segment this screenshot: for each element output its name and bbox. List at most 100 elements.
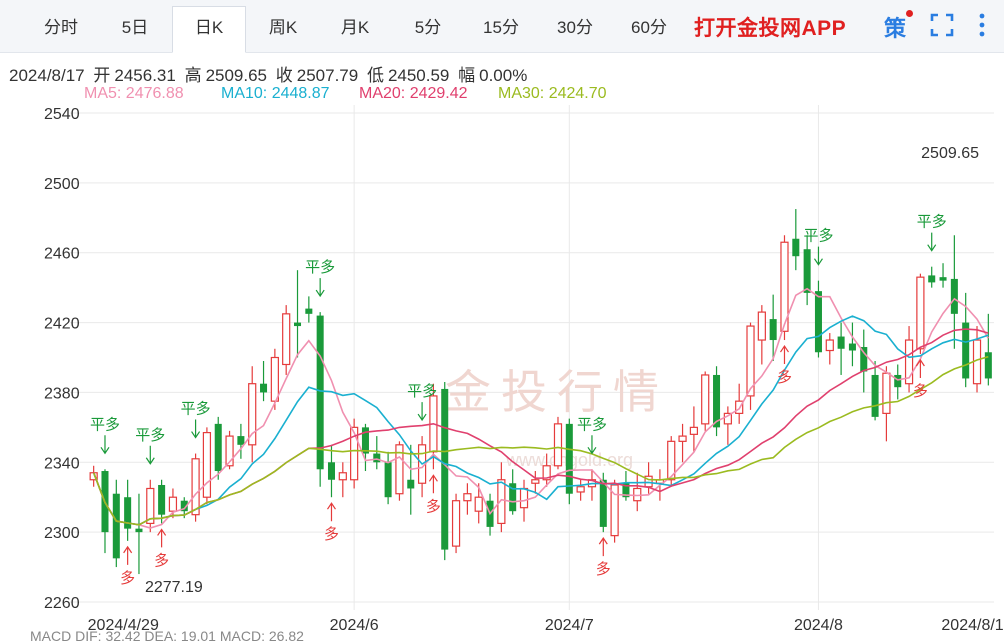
candle: [757, 305, 766, 365]
down-arrow-icon: [587, 435, 597, 455]
candle: [984, 313, 992, 386]
candle-body: [882, 372, 891, 414]
candle: [587, 469, 597, 501]
chart-grid: [70, 105, 994, 610]
candle: [904, 326, 914, 393]
candle-body: [407, 479, 415, 489]
candle-body: [497, 479, 506, 525]
candle: [916, 273, 925, 355]
candle-body: [599, 479, 607, 527]
candle: [135, 493, 143, 575]
candle-body: [180, 500, 188, 512]
ma5-legend: MA5: 2476.88: [84, 85, 184, 102]
down-arrow-icon: [145, 445, 155, 465]
candle: [610, 479, 619, 543]
candle-body: [565, 423, 573, 494]
candle-body: [780, 241, 789, 332]
high-price-marker: 2509.65: [921, 145, 979, 162]
candle: [701, 371, 710, 431]
y-tick-label: 2380: [44, 385, 80, 402]
open-app-link[interactable]: 打开金投网APP: [694, 17, 847, 40]
long-signal: 多: [120, 569, 135, 587]
close-value: 2507.79: [296, 66, 359, 85]
candle-body: [373, 453, 381, 463]
candle: [441, 381, 449, 561]
up-arrow-icon: [123, 545, 133, 565]
tab-monthly-k[interactable]: 月K: [340, 18, 370, 37]
candle-body: [474, 496, 483, 512]
strategy-icon[interactable]: 策: [884, 16, 907, 41]
more-icon[interactable]: [977, 12, 987, 38]
candle-body: [553, 423, 563, 467]
candle-body: [678, 435, 687, 442]
candle: [89, 465, 98, 487]
candle-body: [248, 383, 257, 446]
candle: [191, 453, 200, 522]
candle-body: [225, 435, 234, 467]
down-arrow-icon: [417, 402, 427, 422]
x-tick-label: 2024/4/29: [88, 617, 159, 634]
tab-30min[interactable]: 30分: [557, 18, 593, 37]
candle-body: [792, 238, 800, 257]
candle: [305, 296, 313, 323]
close-long-signal: 平多: [90, 415, 120, 433]
candle-body: [723, 412, 732, 425]
candle: [792, 209, 800, 271]
candle: [565, 418, 573, 505]
long-signal: 多: [777, 368, 792, 386]
tab-daily-k[interactable]: 日K: [172, 6, 246, 53]
candle: [542, 453, 551, 487]
candle-body: [928, 275, 936, 283]
candle-body: [237, 436, 245, 445]
candle: [202, 427, 212, 505]
candle-body: [837, 336, 845, 349]
low-label: 低: [366, 66, 384, 85]
y-tick-label: 2460: [44, 246, 80, 263]
candle: [497, 462, 506, 533]
candle: [248, 366, 257, 463]
candle-body: [531, 479, 540, 484]
close-long-signal: 平多: [803, 227, 833, 245]
candle: [825, 333, 834, 365]
ma5-line: [92, 287, 989, 529]
up-arrow-icon: [428, 474, 438, 494]
candle: [633, 472, 642, 512]
ohlc-date: 2024/8/17: [9, 66, 85, 85]
candle: [723, 406, 732, 445]
tab-60min[interactable]: 60分: [631, 18, 667, 37]
y-tick-label: 2300: [44, 525, 80, 542]
candle: [894, 364, 902, 400]
tab-weekly-k[interactable]: 周K: [268, 18, 298, 37]
tab-5min[interactable]: 5分: [414, 18, 442, 37]
candle-body: [338, 472, 347, 481]
candle: [939, 263, 947, 288]
y-axis: 2260 2300 2340 2380 2420 2460 2500 2540: [44, 106, 80, 612]
candle-body: [803, 249, 811, 293]
fullscreen-icon[interactable]: [930, 13, 954, 37]
candle: [282, 305, 291, 375]
candle: [338, 462, 347, 498]
candle-body: [894, 374, 902, 388]
change-value: 0.00%: [479, 66, 528, 85]
tab-15min[interactable]: 15分: [483, 18, 519, 37]
long-signal: 多: [324, 525, 339, 543]
candle-body: [463, 493, 472, 502]
candle: [146, 479, 155, 533]
candle-body: [542, 465, 551, 481]
candle: [327, 444, 335, 498]
close-long-signal: 平多: [135, 426, 165, 444]
candle: [553, 416, 563, 470]
candle: [746, 322, 755, 410]
candle: [814, 280, 822, 358]
candle-body: [825, 339, 834, 352]
candle-body: [112, 493, 120, 559]
candle-body: [191, 458, 200, 516]
candle-body: [294, 322, 302, 327]
candle-body: [576, 486, 585, 493]
moving-averages: [92, 287, 989, 529]
up-arrow-icon: [326, 502, 336, 522]
low-value: 2450.59: [387, 66, 450, 85]
tab-intraday[interactable]: 分时: [44, 18, 78, 37]
tab-5day[interactable]: 5日: [121, 18, 149, 37]
